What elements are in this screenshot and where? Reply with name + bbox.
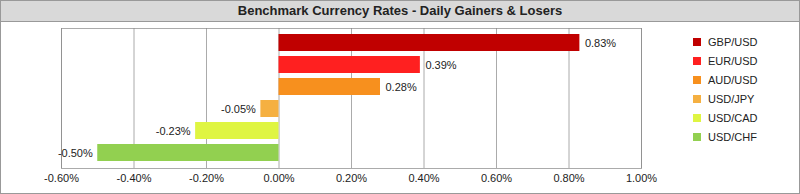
svg-text:-0.50%: -0.50% [58, 147, 93, 159]
svg-text:-0.05%: -0.05% [221, 103, 256, 115]
html-text:Benchmark Currency Rates - Dai: Benchmark Currency Rates - Daily Gainers… [237, 3, 563, 18]
svg-text:0.80%: 0.80% [553, 172, 584, 184]
svg-text:0.40%: 0.40% [408, 172, 439, 184]
svg-text:-0.20%: -0.20% [189, 172, 224, 184]
html-text:USD/JPY: USD/JPY [708, 92, 755, 105]
html-text:GBP/USD: GBP/USD [708, 35, 758, 48]
html-text:AUD/USD: AUD/USD [708, 73, 758, 86]
svg-text:0.20%: 0.20% [336, 172, 367, 184]
svg-text:1.00%: 1.00% [626, 172, 657, 184]
html-text:USD/CHF: USD/CHF [708, 130, 757, 143]
svg-text:0.60%: 0.60% [481, 172, 512, 184]
svg-text:0.39%: 0.39% [425, 59, 456, 71]
svg-text:-0.23%: -0.23% [156, 125, 191, 137]
svg-text:-0.60%: -0.60% [44, 172, 79, 184]
svg-text:-0.40%: -0.40% [117, 172, 152, 184]
html-text:USD/CAD: USD/CAD [708, 111, 758, 124]
svg-text:0.00%: 0.00% [263, 172, 294, 184]
svg-text:0.28%: 0.28% [386, 81, 417, 93]
svg-text:0.83%: 0.83% [585, 37, 616, 49]
html-text:EUR/USD: EUR/USD [708, 54, 758, 67]
